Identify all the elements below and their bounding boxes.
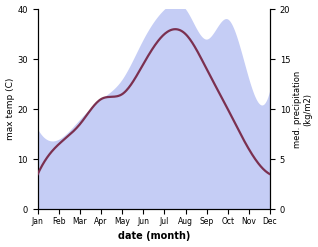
X-axis label: date (month): date (month) — [118, 231, 190, 242]
Y-axis label: med. precipitation
(kg/m2): med. precipitation (kg/m2) — [293, 71, 313, 148]
Y-axis label: max temp (C): max temp (C) — [5, 78, 15, 140]
